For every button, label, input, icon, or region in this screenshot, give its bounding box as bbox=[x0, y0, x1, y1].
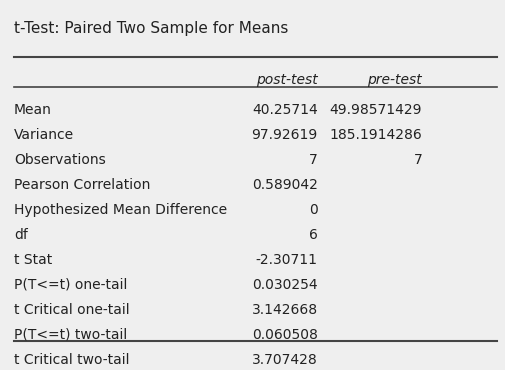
Text: Observations: Observations bbox=[14, 153, 106, 167]
Text: P(T<=t) one-tail: P(T<=t) one-tail bbox=[14, 278, 127, 292]
Text: 40.25714: 40.25714 bbox=[251, 103, 317, 117]
Text: 0: 0 bbox=[309, 203, 317, 217]
Text: 0.030254: 0.030254 bbox=[251, 278, 317, 292]
Text: 7: 7 bbox=[309, 153, 317, 167]
Text: Hypothesized Mean Difference: Hypothesized Mean Difference bbox=[14, 203, 227, 217]
Text: pre-test: pre-test bbox=[367, 73, 421, 87]
Text: 49.98571429: 49.98571429 bbox=[329, 103, 421, 117]
Text: t Critical one-tail: t Critical one-tail bbox=[14, 303, 129, 317]
Text: 6: 6 bbox=[308, 228, 317, 242]
Text: t Stat: t Stat bbox=[14, 253, 52, 267]
Text: post-test: post-test bbox=[256, 73, 317, 87]
Text: t Critical two-tail: t Critical two-tail bbox=[14, 353, 129, 367]
Text: Mean: Mean bbox=[14, 103, 52, 117]
Text: 0.060508: 0.060508 bbox=[251, 328, 317, 342]
Text: 3.142668: 3.142668 bbox=[251, 303, 317, 317]
Text: -2.30711: -2.30711 bbox=[255, 253, 317, 267]
Text: 3.707428: 3.707428 bbox=[251, 353, 317, 367]
Text: df: df bbox=[14, 228, 28, 242]
Text: 0.589042: 0.589042 bbox=[251, 178, 317, 192]
Text: 97.92619: 97.92619 bbox=[251, 128, 317, 142]
Text: P(T<=t) two-tail: P(T<=t) two-tail bbox=[14, 328, 127, 342]
Text: Variance: Variance bbox=[14, 128, 74, 142]
Text: 185.1914286: 185.1914286 bbox=[329, 128, 421, 142]
Text: t-Test: Paired Two Sample for Means: t-Test: Paired Two Sample for Means bbox=[14, 21, 288, 36]
Text: Pearson Correlation: Pearson Correlation bbox=[14, 178, 150, 192]
Text: 7: 7 bbox=[413, 153, 421, 167]
